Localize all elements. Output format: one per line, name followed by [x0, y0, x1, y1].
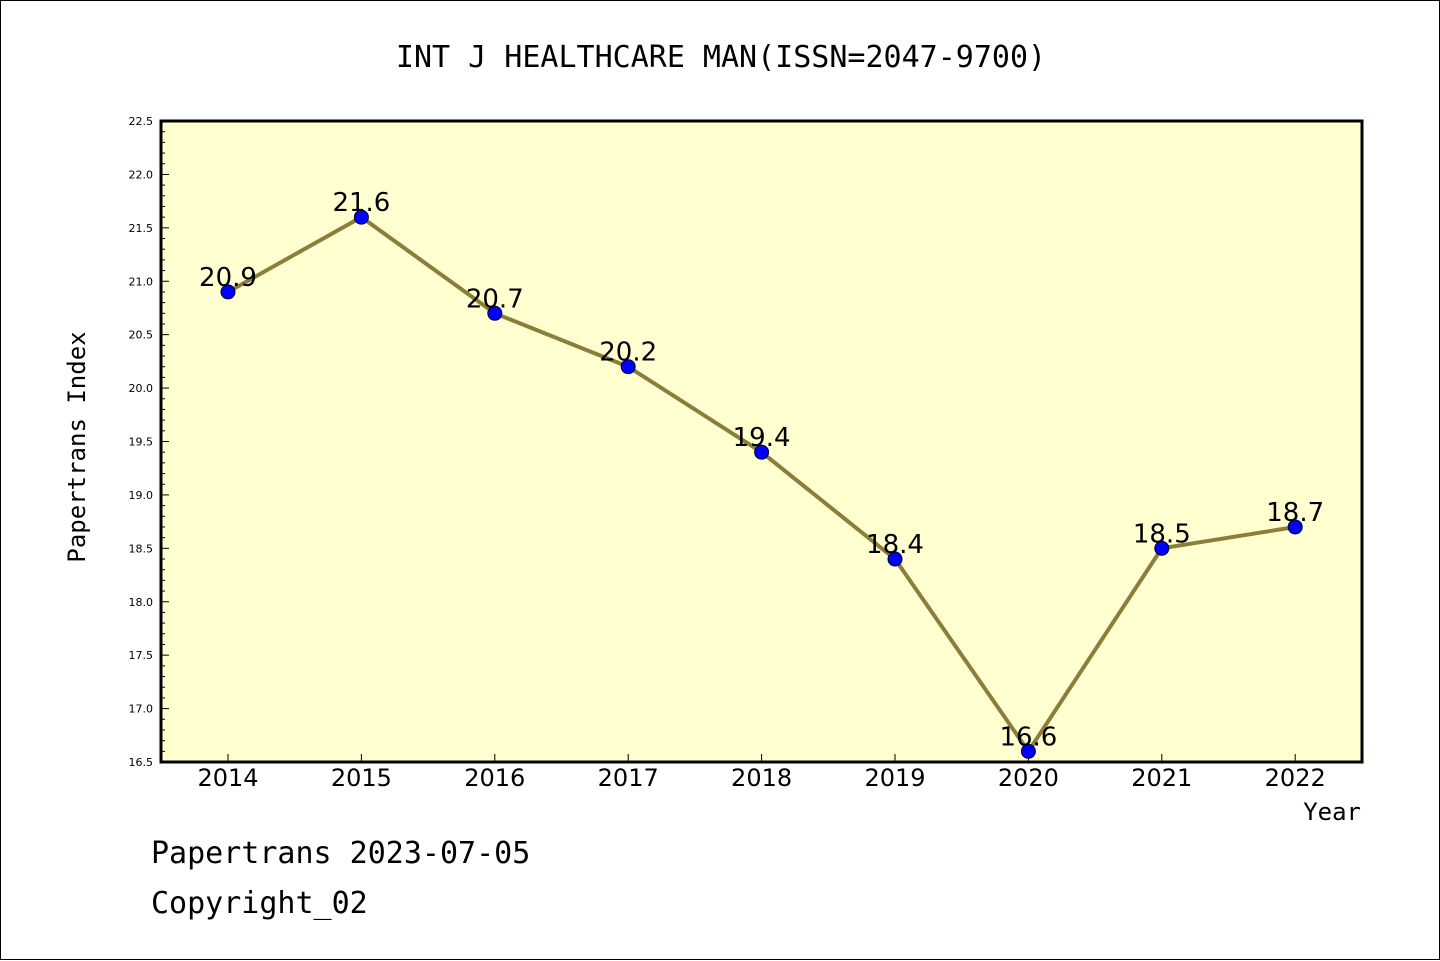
data-point: [220, 284, 236, 300]
plot-border: [159, 119, 1364, 764]
y-tick-label: 19.5: [129, 436, 154, 449]
y-axis: 16.5 17.0 17.5 18.0 18.5 19.0 19.5 20.0 20.5 21.0…: [129, 115, 169, 769]
y-tick-label: 19.0: [129, 489, 154, 502]
data-label: 16.6: [999, 722, 1057, 752]
footer-date: Papertrans 2023-07-05: [151, 836, 531, 871]
x-tick-label: 2018: [731, 764, 792, 792]
data-label: 18.5: [1133, 519, 1191, 549]
y-tick-label: 17.0: [129, 703, 154, 716]
y-tick-label: 21.0: [129, 275, 154, 288]
y-axis-title: Papertrans Index: [63, 331, 91, 562]
x-tick-label: 2017: [598, 764, 659, 792]
x-tick-label: 2020: [998, 764, 1059, 792]
x-tick-label: 2022: [1265, 764, 1326, 792]
x-tick-label: 2021: [1131, 764, 1192, 792]
data-label: 20.7: [466, 284, 524, 314]
chart-title: INT J HEALTHCARE MAN(ISSN=2047-9700): [396, 40, 1046, 75]
data-label: 21.6: [332, 188, 390, 218]
y-tick-label: 22.5: [129, 115, 154, 128]
data-labels: 20.9 21.6 20.7 20.2 19.4 18.4 16.6 18.5 18.7: [199, 188, 1324, 752]
y-tick-label: 18.5: [129, 542, 154, 555]
y-tick-label: 16.5: [129, 756, 154, 769]
y-tick-label: 21.5: [129, 222, 154, 235]
data-point: [1020, 743, 1036, 759]
data-point: [1287, 519, 1303, 535]
data-label: 20.9: [199, 263, 257, 293]
y-tick-label: 20.0: [129, 382, 154, 395]
y-tick-label: 18.0: [129, 596, 154, 609]
plot-area: [161, 121, 1362, 762]
x-tick-label: 2019: [864, 764, 925, 792]
data-point: [887, 551, 903, 567]
x-tick-label: 2016: [464, 764, 525, 792]
y-tick-label: 17.5: [129, 649, 154, 662]
data-label: 18.7: [1266, 498, 1324, 528]
x-axis-title: Year: [1303, 798, 1361, 826]
data-point: [1154, 540, 1170, 556]
data-point: [620, 359, 636, 375]
footer-copyright: Copyright_02: [151, 886, 368, 921]
data-points: [220, 209, 1303, 759]
data-point: [353, 209, 369, 225]
x-axis: 2014 2015 2016 2017 2018 2019 2020 2021 2022: [197, 754, 1326, 792]
data-label: 18.4: [866, 530, 924, 560]
x-tick-label: 2015: [331, 764, 392, 792]
y-tick-label: 20.5: [129, 329, 154, 342]
data-label: 20.2: [599, 338, 657, 368]
y-tick-label: 22.0: [129, 168, 154, 181]
x-tick-label: 2014: [197, 764, 258, 792]
data-point: [487, 305, 503, 321]
data-label: 19.4: [733, 423, 791, 453]
data-point: [754, 444, 770, 460]
